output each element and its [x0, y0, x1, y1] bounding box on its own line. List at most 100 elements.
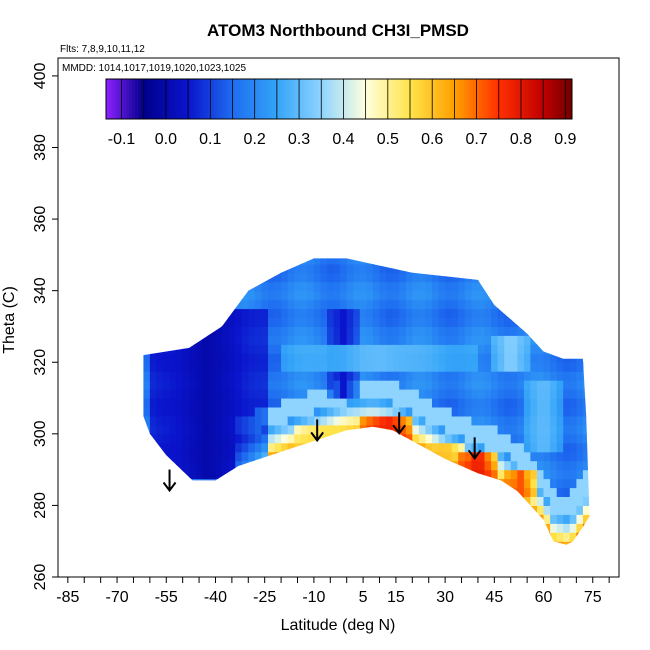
heatmap-cell	[582, 281, 590, 292]
heatmap-cell	[261, 469, 269, 480]
heatmap-cell	[556, 299, 564, 310]
heatmap-cell	[228, 478, 236, 489]
heatmap-cell	[176, 433, 184, 444]
heatmap-cell	[294, 451, 302, 462]
heatmap-cell	[235, 496, 243, 506]
colorbar-segment	[443, 79, 448, 119]
heatmap-cell	[523, 263, 532, 274]
colorbar-segment	[336, 79, 340, 119]
heatmap-cell	[517, 353, 525, 363]
heatmap-cell	[294, 272, 302, 283]
heatmap-cell	[307, 407, 315, 417]
heatmap-cell	[477, 460, 486, 471]
colorbar-segment	[172, 79, 177, 119]
heatmap-cell	[327, 505, 335, 515]
heatmap-cell	[149, 415, 158, 426]
heatmap-cell	[530, 344, 538, 354]
heatmap-cell	[281, 326, 289, 336]
heatmap-cell	[176, 317, 184, 327]
heatmap-cell	[307, 398, 315, 408]
heatmap-cell	[510, 451, 518, 462]
heatmap-cell	[169, 326, 177, 336]
heatmap-cell	[202, 246, 209, 256]
heatmap-cell	[294, 505, 302, 515]
heatmap-cell	[222, 389, 230, 399]
heatmap-cell	[405, 442, 413, 453]
heatmap-cell	[556, 514, 564, 524]
heatmap-cell	[517, 299, 525, 310]
heatmap-cell	[576, 317, 584, 327]
heatmap-cell	[163, 424, 171, 435]
heatmap-cell	[530, 246, 537, 256]
heatmap-cell	[294, 407, 302, 417]
heatmap-cell	[254, 344, 262, 354]
heatmap-cell	[530, 433, 538, 444]
heatmap-cell	[399, 398, 407, 408]
heatmap-cell	[195, 299, 203, 310]
heatmap-cell	[222, 433, 230, 444]
heatmap-cell	[458, 290, 466, 301]
heatmap-cell	[556, 496, 564, 506]
heatmap-cell	[222, 496, 230, 506]
heatmap-cell	[248, 398, 256, 408]
heatmap-cell	[485, 246, 492, 256]
heatmap-cell	[451, 398, 459, 408]
heatmap-cell	[169, 407, 177, 417]
colorbar-segment	[481, 79, 486, 119]
heatmap-cell	[215, 487, 223, 497]
heatmap-cell	[156, 281, 164, 292]
heatmap-cell	[143, 299, 151, 310]
heatmap-cell	[274, 326, 282, 336]
heatmap-cell	[379, 424, 387, 435]
heatmap-cell	[300, 415, 308, 426]
heatmap-cell	[504, 299, 512, 310]
heatmap-cell	[307, 505, 315, 515]
heatmap-cell	[458, 398, 466, 408]
heatmap-cell	[353, 246, 360, 256]
heatmap-cell	[307, 290, 315, 301]
heatmap-cell	[458, 505, 466, 515]
heatmap-cell	[471, 281, 479, 292]
heatmap-cell	[392, 505, 400, 515]
heatmap-cell	[537, 246, 544, 256]
heatmap-cell	[182, 415, 190, 426]
heatmap-cell	[208, 532, 217, 542]
heatmap-cell	[281, 496, 289, 506]
heatmap-cell	[215, 451, 223, 462]
heatmap-cell	[497, 353, 505, 363]
heatmap-cell	[550, 469, 558, 480]
heatmap-cell	[254, 442, 262, 453]
heatmap-cell	[432, 258, 440, 265]
heatmap-cell	[491, 523, 499, 533]
heatmap-cell	[163, 344, 171, 354]
heatmap-cell	[346, 263, 354, 274]
heatmap-cell	[523, 505, 532, 515]
heatmap-cell	[477, 281, 486, 292]
heatmap-cell	[517, 362, 525, 372]
heatmap-cell	[477, 317, 486, 327]
heatmap-cell	[320, 541, 328, 545]
heatmap-cell	[353, 272, 361, 283]
heatmap-cell	[333, 478, 341, 489]
heatmap-cell	[569, 326, 577, 336]
heatmap-cell	[222, 550, 229, 560]
heatmap-cell	[451, 389, 459, 399]
heatmap-cell	[274, 299, 282, 310]
heatmap-cell	[268, 478, 276, 489]
heatmap-cell	[208, 424, 217, 435]
heatmap-cell	[563, 478, 571, 489]
heatmap-cell	[202, 353, 210, 363]
heatmap-cell	[346, 362, 354, 372]
heatmap-cell	[182, 487, 190, 497]
heatmap-cell	[491, 317, 499, 327]
heatmap-cell	[556, 433, 564, 444]
heatmap-cell	[523, 541, 532, 545]
heatmap-cell	[504, 550, 511, 560]
heatmap-cell	[582, 433, 590, 444]
heatmap-cell	[510, 407, 518, 417]
colorbar-segment	[379, 79, 384, 119]
heatmap-cell	[484, 299, 492, 310]
heatmap-cell	[261, 496, 269, 506]
heatmap-cell	[346, 258, 354, 265]
colorbar-segment	[327, 79, 331, 119]
